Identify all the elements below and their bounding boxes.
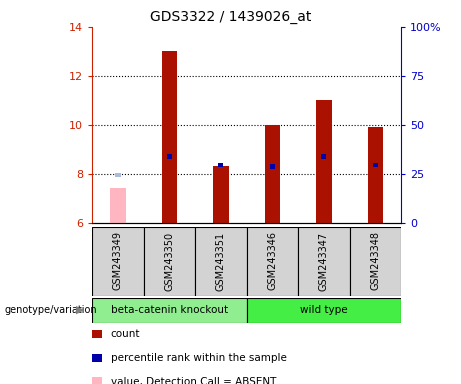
Bar bbox=[92, 298, 247, 323]
Bar bbox=[247, 227, 298, 296]
Bar bbox=[316, 100, 331, 223]
Text: GSM243350: GSM243350 bbox=[165, 232, 174, 291]
Text: GDS3322 / 1439026_at: GDS3322 / 1439026_at bbox=[150, 10, 311, 23]
Bar bbox=[349, 227, 401, 296]
Text: GSM243348: GSM243348 bbox=[370, 232, 380, 290]
Bar bbox=[298, 227, 349, 296]
Bar bbox=[265, 125, 280, 223]
Bar bbox=[219, 163, 224, 167]
Bar bbox=[247, 298, 401, 323]
Text: GSM243347: GSM243347 bbox=[319, 232, 329, 291]
Text: ▶: ▶ bbox=[77, 305, 85, 315]
Text: GSM243351: GSM243351 bbox=[216, 232, 226, 291]
Bar bbox=[270, 164, 275, 169]
Text: count: count bbox=[111, 329, 140, 339]
Text: GSM243349: GSM243349 bbox=[113, 232, 123, 290]
Bar bbox=[110, 189, 126, 223]
Bar bbox=[162, 51, 177, 223]
Bar bbox=[373, 163, 378, 167]
Bar bbox=[321, 154, 326, 159]
Bar bbox=[92, 227, 144, 296]
Bar bbox=[367, 127, 383, 223]
Text: GSM243346: GSM243346 bbox=[267, 232, 278, 290]
Text: value, Detection Call = ABSENT: value, Detection Call = ABSENT bbox=[111, 377, 276, 384]
Text: beta-catenin knockout: beta-catenin knockout bbox=[111, 305, 228, 315]
Bar bbox=[144, 227, 195, 296]
Bar bbox=[167, 154, 172, 159]
Bar bbox=[195, 227, 247, 296]
Text: wild type: wild type bbox=[300, 305, 348, 315]
Text: genotype/variation: genotype/variation bbox=[5, 305, 97, 315]
Text: percentile rank within the sample: percentile rank within the sample bbox=[111, 353, 287, 363]
Bar bbox=[115, 173, 120, 177]
Bar bbox=[213, 166, 229, 223]
